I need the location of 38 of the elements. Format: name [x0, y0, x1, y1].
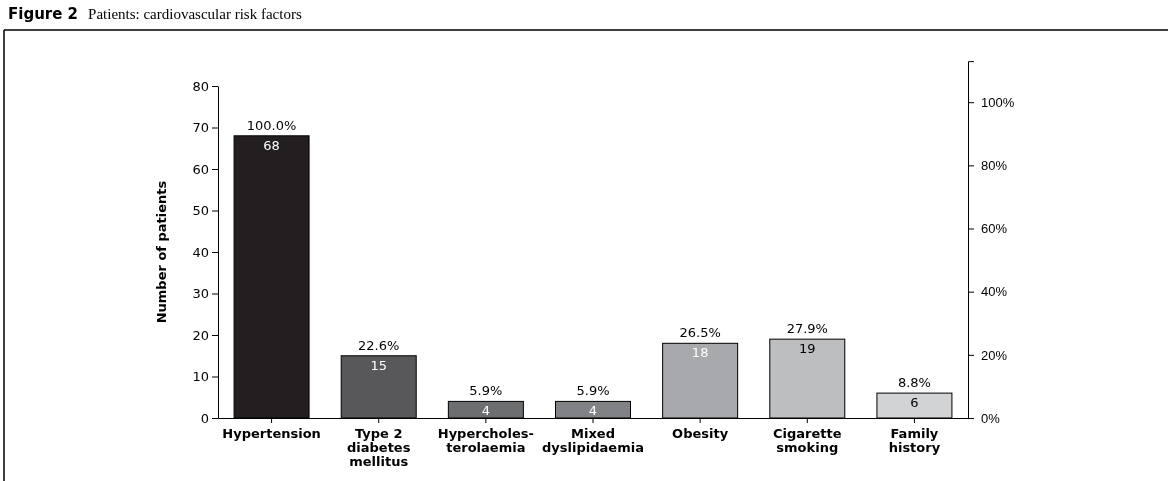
data-label: 68	[263, 137, 280, 153]
x-tick-label: Hypertension	[222, 426, 321, 441]
annotation: 5.9%	[469, 383, 503, 399]
y2-tick-label: 0%	[981, 410, 1001, 426]
data-label: 15	[370, 357, 387, 373]
y2-tick-label: 40%	[981, 284, 1008, 300]
data-label: 18	[691, 345, 709, 361]
y-tick-label: 80	[192, 78, 209, 94]
y2-tick-label: 20%	[981, 347, 1008, 363]
annotation: 26.5%	[679, 325, 721, 341]
x-tick-label: Hypercholes-terolaemia	[437, 426, 534, 455]
data-label: 19	[799, 341, 816, 357]
data-label: 4	[481, 403, 490, 419]
y2-tick-label: 100%	[981, 94, 1015, 110]
annotation: 8.8%	[897, 375, 931, 391]
y-tick-label: 30	[192, 286, 209, 302]
annotation: 100.0%	[246, 117, 297, 133]
x-tick-label: Cigarette smoking	[773, 426, 842, 455]
y2-tick-label: 80%	[981, 158, 1008, 174]
annotation: 27.9%	[786, 321, 828, 337]
x-tick-label: Type 2 diabetes mellitus	[347, 426, 411, 469]
data-label: 4	[588, 403, 598, 419]
y-tick-label: 10	[192, 369, 209, 385]
data-label: 6	[910, 395, 919, 411]
y-tick-label: 0	[200, 410, 209, 426]
x-tick-label: Mixed dyslipidaemia	[542, 426, 644, 455]
y-tick-label: 60	[192, 161, 209, 177]
annotation: 22.6%	[358, 337, 400, 353]
x-tick-label: Family history	[888, 426, 941, 455]
annotation: 5.9%	[576, 383, 610, 399]
x-tick-label: Obesity	[672, 426, 729, 441]
y-tick-label: 70	[192, 120, 209, 136]
y-tick-label: 40	[192, 244, 209, 260]
y-axis-title: Number of patients	[154, 180, 169, 324]
y-tick-label: 20	[192, 327, 209, 343]
chart-title: Figure 2 Patients: cardiovascular risk factors	[8, 5, 302, 23]
y-tick-label: 50	[192, 203, 209, 219]
y2-tick-label: 60%	[981, 221, 1008, 237]
